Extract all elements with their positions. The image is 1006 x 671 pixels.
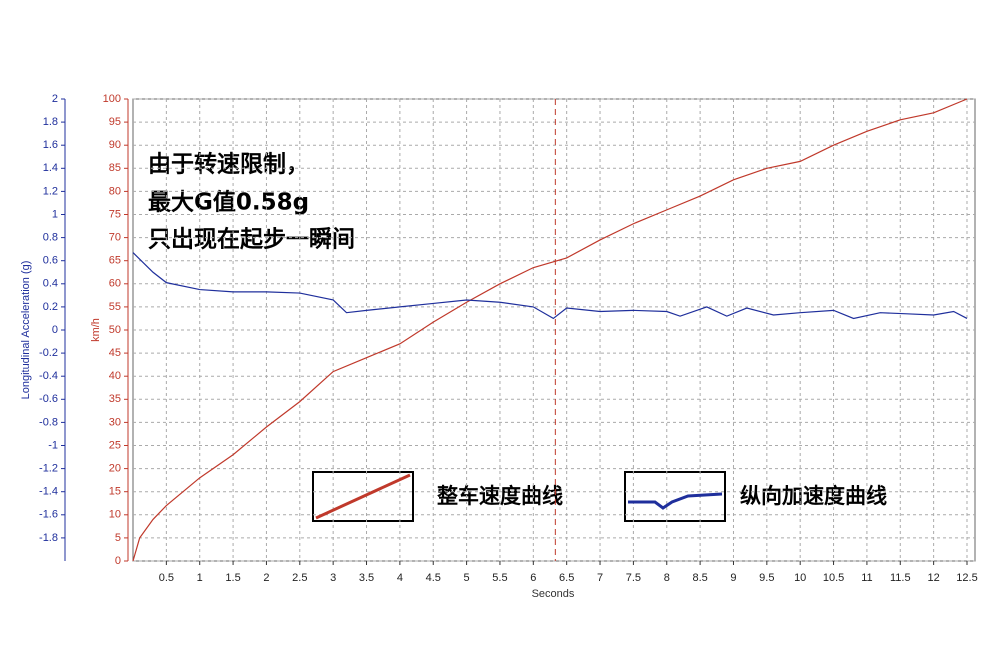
y-tick-label: 55 — [109, 301, 121, 313]
x-tick-label: 2.5 — [292, 572, 307, 584]
y-tick-label: 60 — [109, 278, 121, 290]
x-tick-label: 9.5 — [759, 572, 774, 584]
y-tick-label: 75 — [109, 208, 121, 220]
x-axis-label: Seconds — [532, 588, 575, 600]
y-tick-label: 15 — [109, 486, 121, 498]
y-tick-label: 5 — [115, 532, 121, 544]
x-tick-label: 7.5 — [626, 572, 641, 584]
x-tick-label: 12.5 — [956, 572, 977, 584]
x-tick-label: 12 — [928, 572, 940, 584]
x-tick-label: 2 — [263, 572, 269, 584]
y2-tick-label: 1 — [52, 208, 58, 220]
y2-tick-label: 2 — [52, 93, 58, 105]
x-tick-label: 11 — [861, 572, 872, 584]
y2-tick-label: 0 — [52, 324, 58, 336]
x-tick-label: 10.5 — [823, 572, 844, 584]
y2-tick-label: -1.8 — [39, 532, 58, 544]
legend-swatch — [315, 473, 411, 520]
x-tick-label: 5.5 — [492, 572, 507, 584]
y2-tick-label: 0.6 — [43, 255, 58, 267]
y2-tick-label: 0.2 — [43, 301, 58, 313]
y2-tick-label: -0.4 — [39, 370, 58, 382]
y-tick-label: 90 — [109, 139, 121, 151]
legend-swatch — [628, 492, 723, 510]
y-tick-label: 100 — [103, 93, 121, 105]
x-tick-label: 3.5 — [359, 572, 374, 584]
annotation: 只出现在起步一瞬间 — [148, 226, 355, 253]
y2-tick-label: 1.2 — [43, 185, 58, 197]
y-tick-label: 65 — [109, 255, 121, 267]
y2-tick-label: -1.6 — [39, 509, 58, 521]
x-tick-label: 1.5 — [225, 572, 240, 584]
y2-tick-label: 1.4 — [43, 162, 58, 174]
y-axis-label: km/h — [90, 318, 102, 342]
y2-tick-label: -0.8 — [39, 416, 58, 428]
y-tick-label: 80 — [109, 185, 121, 197]
x-tick-label: 4.5 — [426, 572, 441, 584]
y-tick-label: 50 — [109, 324, 121, 336]
x-tick-label: 4 — [397, 572, 403, 584]
y-tick-label: 40 — [109, 370, 121, 382]
x-tick-label: 8 — [664, 572, 670, 584]
series-line — [132, 252, 968, 320]
y-tick-label: 30 — [109, 416, 121, 428]
y-tick-label: 95 — [109, 116, 121, 128]
annotation: 最大G值0.58g — [148, 189, 309, 216]
y2-tick-label: -1.4 — [39, 486, 58, 498]
y2-tick-label: -1 — [48, 439, 58, 451]
y2-tick-label: 0.8 — [43, 232, 58, 244]
annotation: 由于转速限制， — [148, 151, 309, 178]
x-tick-label: 9 — [730, 572, 736, 584]
legend-label: 纵向加速度曲线 — [740, 484, 887, 508]
y2-tick-label: -0.2 — [39, 347, 58, 359]
series-line — [132, 98, 968, 562]
y2-tick-label: -1.2 — [39, 463, 58, 475]
y-tick-label: 45 — [109, 347, 121, 359]
x-tick-label: 5 — [464, 572, 470, 584]
y-tick-label: 70 — [109, 232, 121, 244]
x-tick-label: 6.5 — [559, 572, 574, 584]
x-tick-label: 11.5 — [890, 572, 911, 584]
y-tick-label: 25 — [109, 439, 121, 451]
y-tick-label: 20 — [109, 463, 121, 475]
y2-tick-label: 1.8 — [43, 116, 58, 128]
x-tick-label: 1 — [197, 572, 203, 584]
y-tick-label: 85 — [109, 162, 121, 174]
y2-tick-label: 1.6 — [43, 139, 58, 151]
y-tick-label: 35 — [109, 393, 121, 405]
x-tick-label: 8.5 — [692, 572, 707, 584]
y2-axis-label: Longitudinal Acceleration (g) — [20, 261, 32, 400]
y-tick-label: 0 — [115, 555, 121, 567]
x-tick-label: 3 — [330, 572, 336, 584]
x-tick-label: 7 — [597, 572, 603, 584]
x-tick-label: 0.5 — [159, 572, 174, 584]
x-tick-label: 10 — [794, 572, 806, 584]
x-tick-label: 6 — [530, 572, 536, 584]
y2-tick-label: -0.6 — [39, 393, 58, 405]
y-tick-label: 10 — [109, 509, 121, 521]
legend-box — [624, 471, 726, 522]
y2-tick-label: 0.4 — [43, 278, 58, 290]
